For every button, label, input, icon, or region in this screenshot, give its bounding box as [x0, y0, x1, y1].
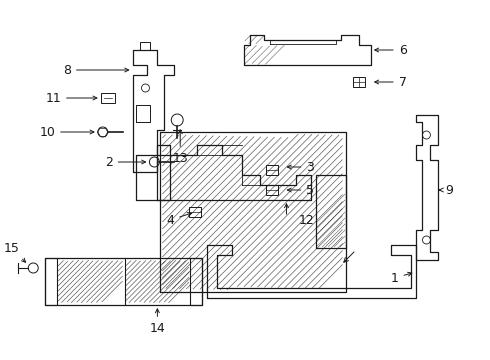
Text: 9: 9 [440, 184, 453, 197]
Text: 11: 11 [45, 91, 97, 104]
FancyBboxPatch shape [101, 93, 115, 103]
Text: 15: 15 [3, 242, 25, 262]
Text: 2: 2 [105, 156, 146, 168]
Text: 3: 3 [287, 161, 314, 174]
Text: 4: 4 [167, 212, 192, 226]
Text: 5: 5 [287, 184, 314, 197]
FancyBboxPatch shape [266, 165, 277, 175]
Text: 7: 7 [375, 76, 407, 89]
Text: 13: 13 [172, 130, 188, 165]
Text: 1: 1 [391, 271, 412, 284]
Text: 6: 6 [375, 44, 407, 57]
FancyBboxPatch shape [353, 77, 365, 87]
Text: 12: 12 [298, 213, 314, 226]
FancyBboxPatch shape [266, 185, 277, 195]
Text: 8: 8 [63, 63, 129, 77]
Text: 10: 10 [39, 126, 94, 139]
Text: 14: 14 [149, 309, 165, 335]
FancyBboxPatch shape [189, 207, 201, 217]
